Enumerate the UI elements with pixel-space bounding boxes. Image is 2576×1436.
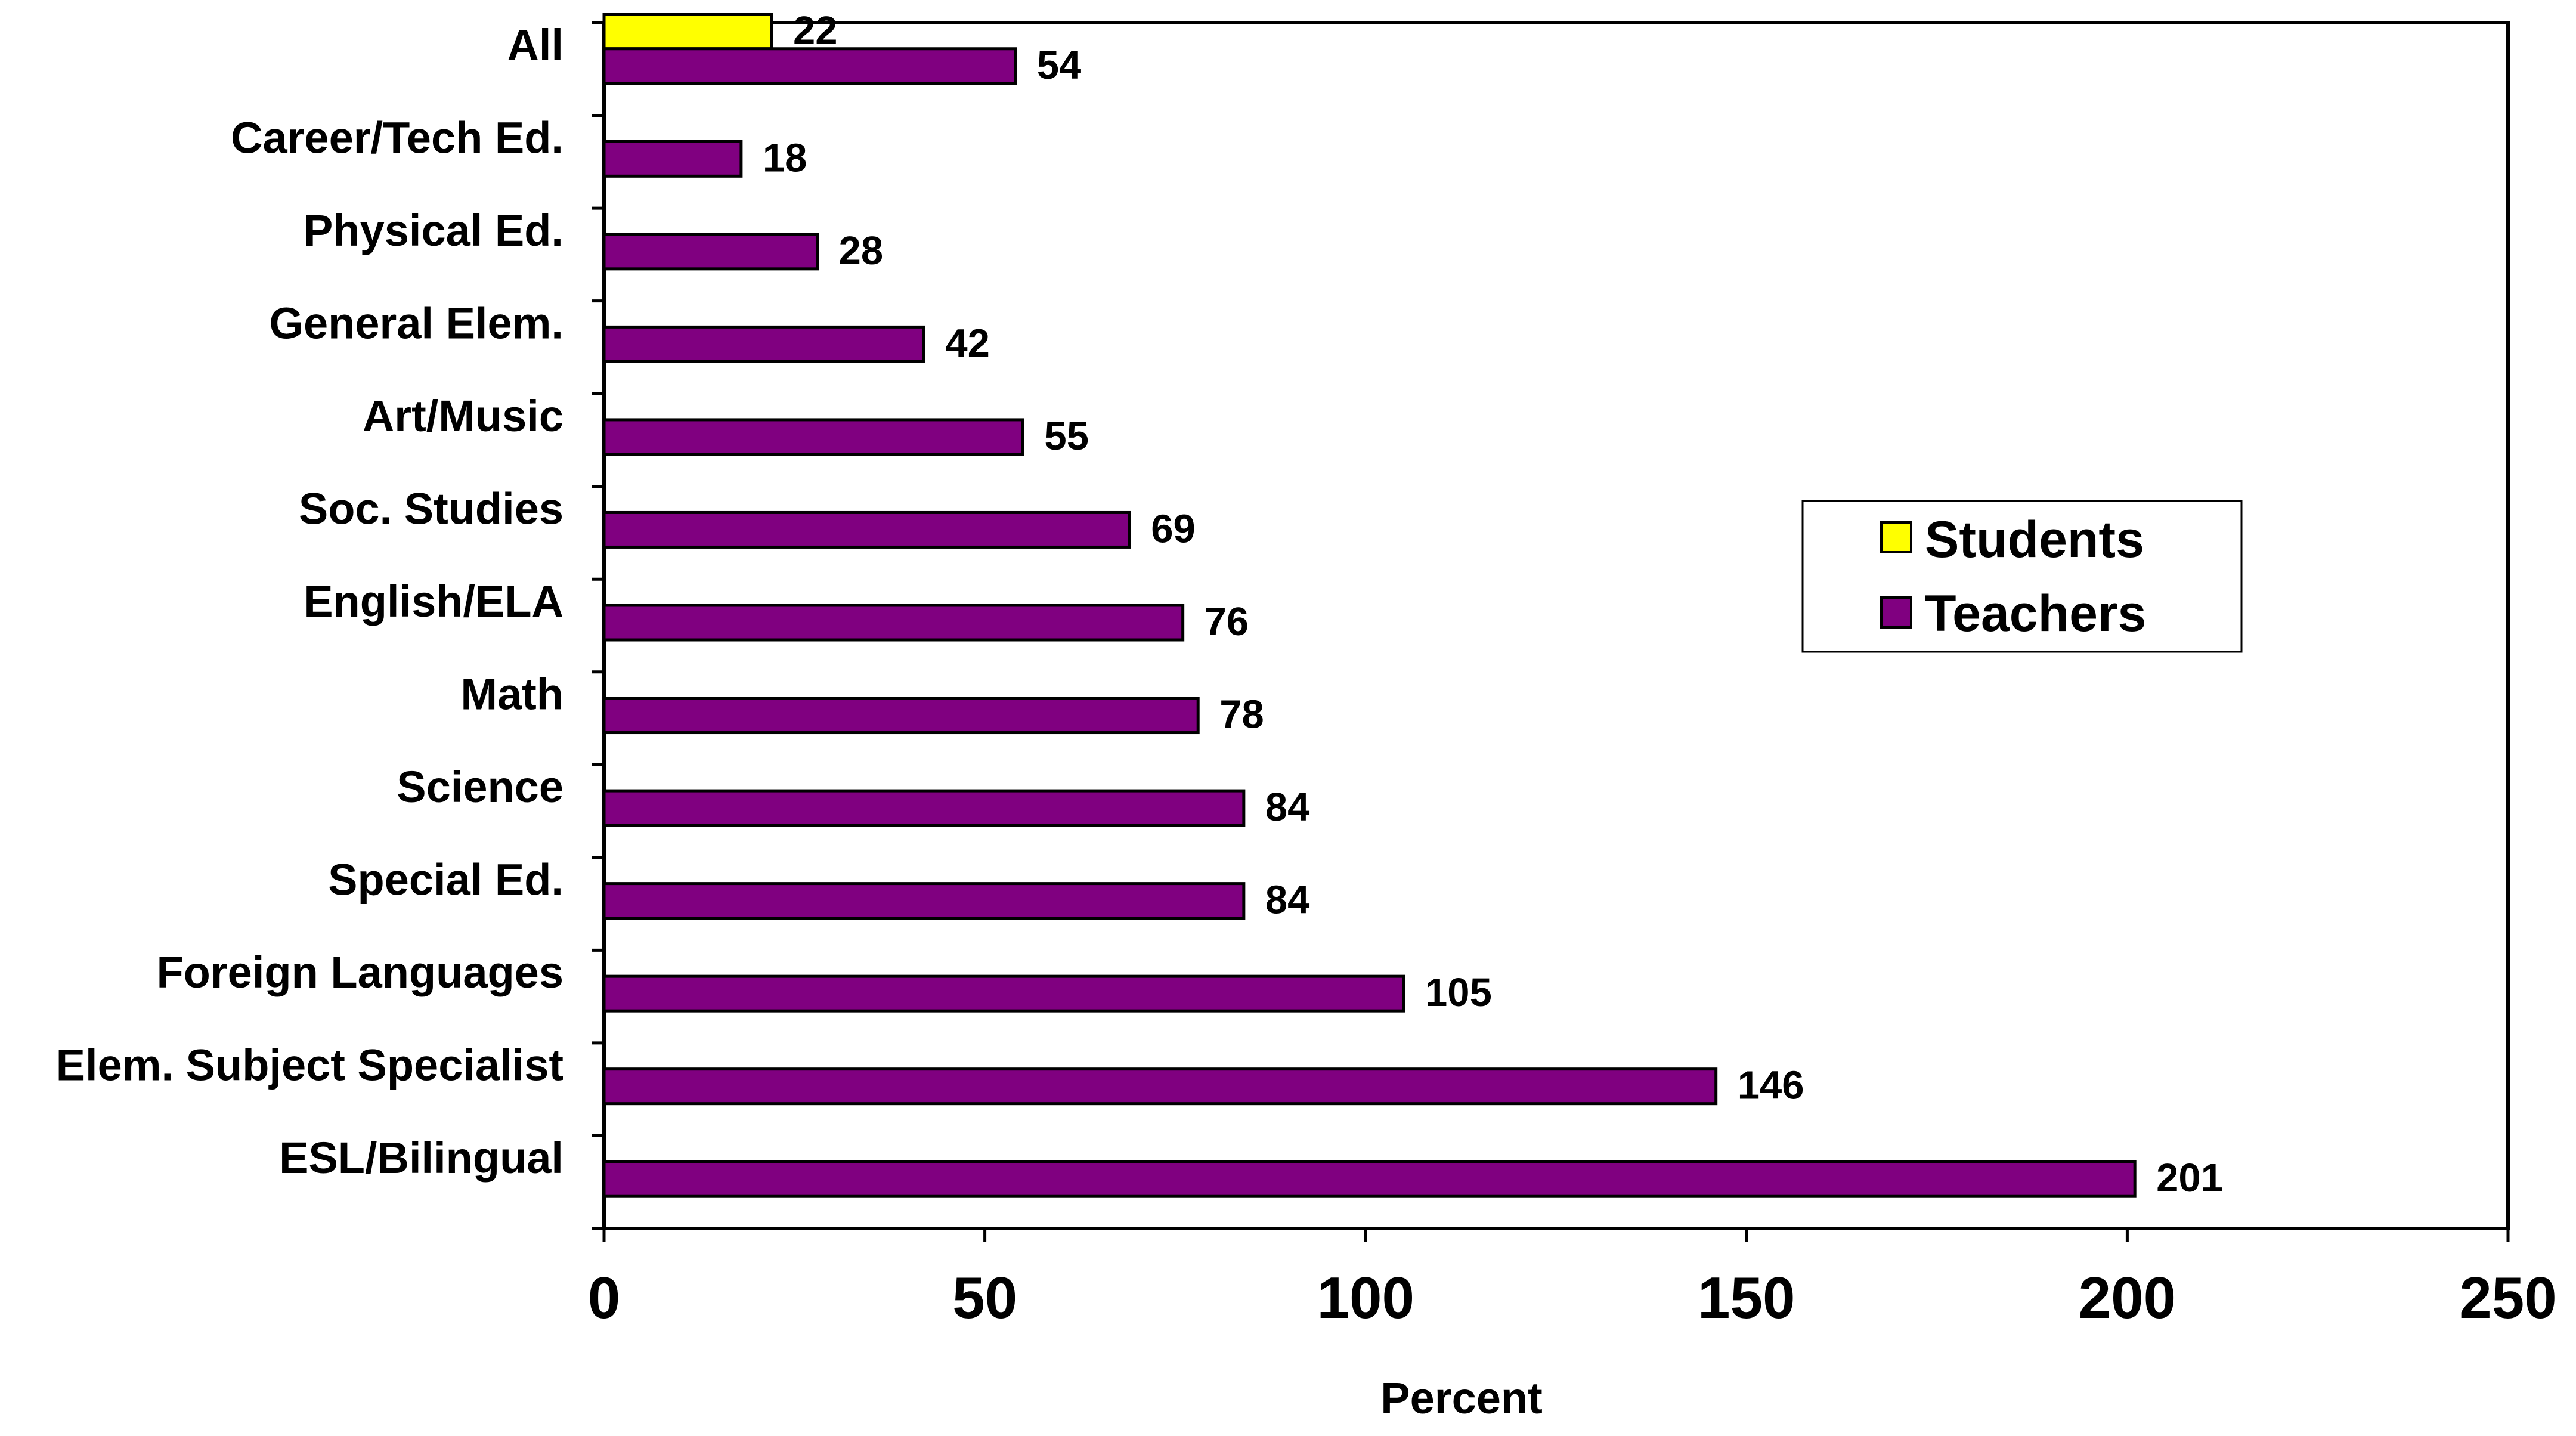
category-label-science: Science — [397, 762, 564, 812]
category-label-soc-studies: Soc. Studies — [299, 484, 564, 533]
data-label-teachers-elem-subject-specialist: 146 — [1738, 1063, 1804, 1108]
bar-teachers-elem-subject-specialist — [602, 1067, 1718, 1106]
bar-teachers-career-tech-ed — [602, 140, 743, 178]
category-label-career-tech-ed: Career/Tech Ed. — [231, 113, 564, 162]
data-label-teachers-math: 78 — [1219, 692, 1264, 737]
category-label-english-ela: English/ELA — [304, 577, 564, 626]
category-label-special-ed: Special Ed. — [328, 855, 564, 905]
bar-teachers-art-music — [602, 418, 1024, 456]
category-label-elem-subject-specialist: Elem. Subject Specialist — [56, 1041, 564, 1090]
data-label-teachers-physical-ed: 28 — [839, 228, 884, 273]
bar-teachers-math — [602, 697, 1200, 735]
legend-label-teachers: Teachers — [1925, 585, 2146, 642]
y-axis-ticks — [592, 21, 604, 1230]
bar-teachers-foreign-languages — [602, 974, 1405, 1013]
x-tick-label-150: 150 — [1698, 1265, 1795, 1330]
category-label-math: Math — [460, 670, 564, 719]
x-tick-labels: 0 50 100 150 200 250 — [588, 1265, 2557, 1330]
category-label-art-music: Art/Music — [363, 391, 564, 441]
legend: Students Teachers — [1801, 500, 2243, 653]
data-label-teachers-special-ed: 84 — [1265, 878, 1310, 923]
bars — [602, 13, 2137, 1198]
data-label-teachers-soc-studies: 69 — [1151, 506, 1196, 551]
data-label-students-all: 22 — [793, 8, 838, 53]
x-tick-label-0: 0 — [588, 1265, 621, 1330]
category-label-esl-bilingual: ESL/Bilingual — [279, 1133, 564, 1183]
bar-teachers-all — [602, 47, 1017, 85]
bar-teachers-science — [602, 789, 1246, 827]
legend-swatch-teachers — [1880, 596, 1912, 629]
data-label-teachers-career-tech-ed: 18 — [763, 135, 807, 180]
bar-teachers-general-elem — [602, 325, 925, 363]
x-tick-label-50: 50 — [952, 1265, 1017, 1330]
legend-swatch-students — [1880, 521, 1912, 553]
data-label-teachers-english-ela: 76 — [1205, 599, 1249, 644]
bar-students-all — [602, 13, 773, 51]
bar-teachers-special-ed — [602, 882, 1246, 920]
bar-teachers-esl-bilingual — [602, 1160, 2137, 1198]
category-label-physical-ed: Physical Ed. — [304, 206, 564, 255]
bar-teachers-english-ela — [602, 604, 1185, 642]
x-tick-label-250: 250 — [2459, 1265, 2557, 1330]
legend-box — [1801, 500, 2243, 653]
data-label-teachers-science: 84 — [1265, 785, 1310, 830]
category-label-foreign-languages: Foreign Languages — [156, 948, 564, 997]
data-label-teachers-foreign-languages: 105 — [1425, 970, 1492, 1015]
legend-label-students: Students — [1925, 511, 2144, 568]
x-axis-ticks — [602, 1228, 2510, 1242]
x-axis-title: Percent — [1380, 1373, 1542, 1423]
data-label-teachers-esl-bilingual: 201 — [2156, 1156, 2223, 1200]
category-label-all: All — [507, 20, 564, 70]
category-label-general-elem: General Elem. — [269, 298, 564, 348]
data-label-teachers-all: 54 — [1037, 43, 1082, 88]
x-tick-label-200: 200 — [2079, 1265, 2176, 1330]
data-label-teachers-general-elem: 42 — [945, 321, 990, 366]
bar-teachers-physical-ed — [602, 233, 819, 271]
data-label-teachers-art-music: 55 — [1044, 414, 1089, 459]
bar-teachers-soc-studies — [602, 510, 1131, 549]
category-labels: All Career/Tech Ed. Physical Ed. General El… — [56, 20, 564, 1183]
data-labels: 22 54 18 28 42 55 69 76 78 84 84 105 146 201 — [763, 8, 2223, 1200]
x-tick-label-100: 100 — [1317, 1265, 1414, 1330]
